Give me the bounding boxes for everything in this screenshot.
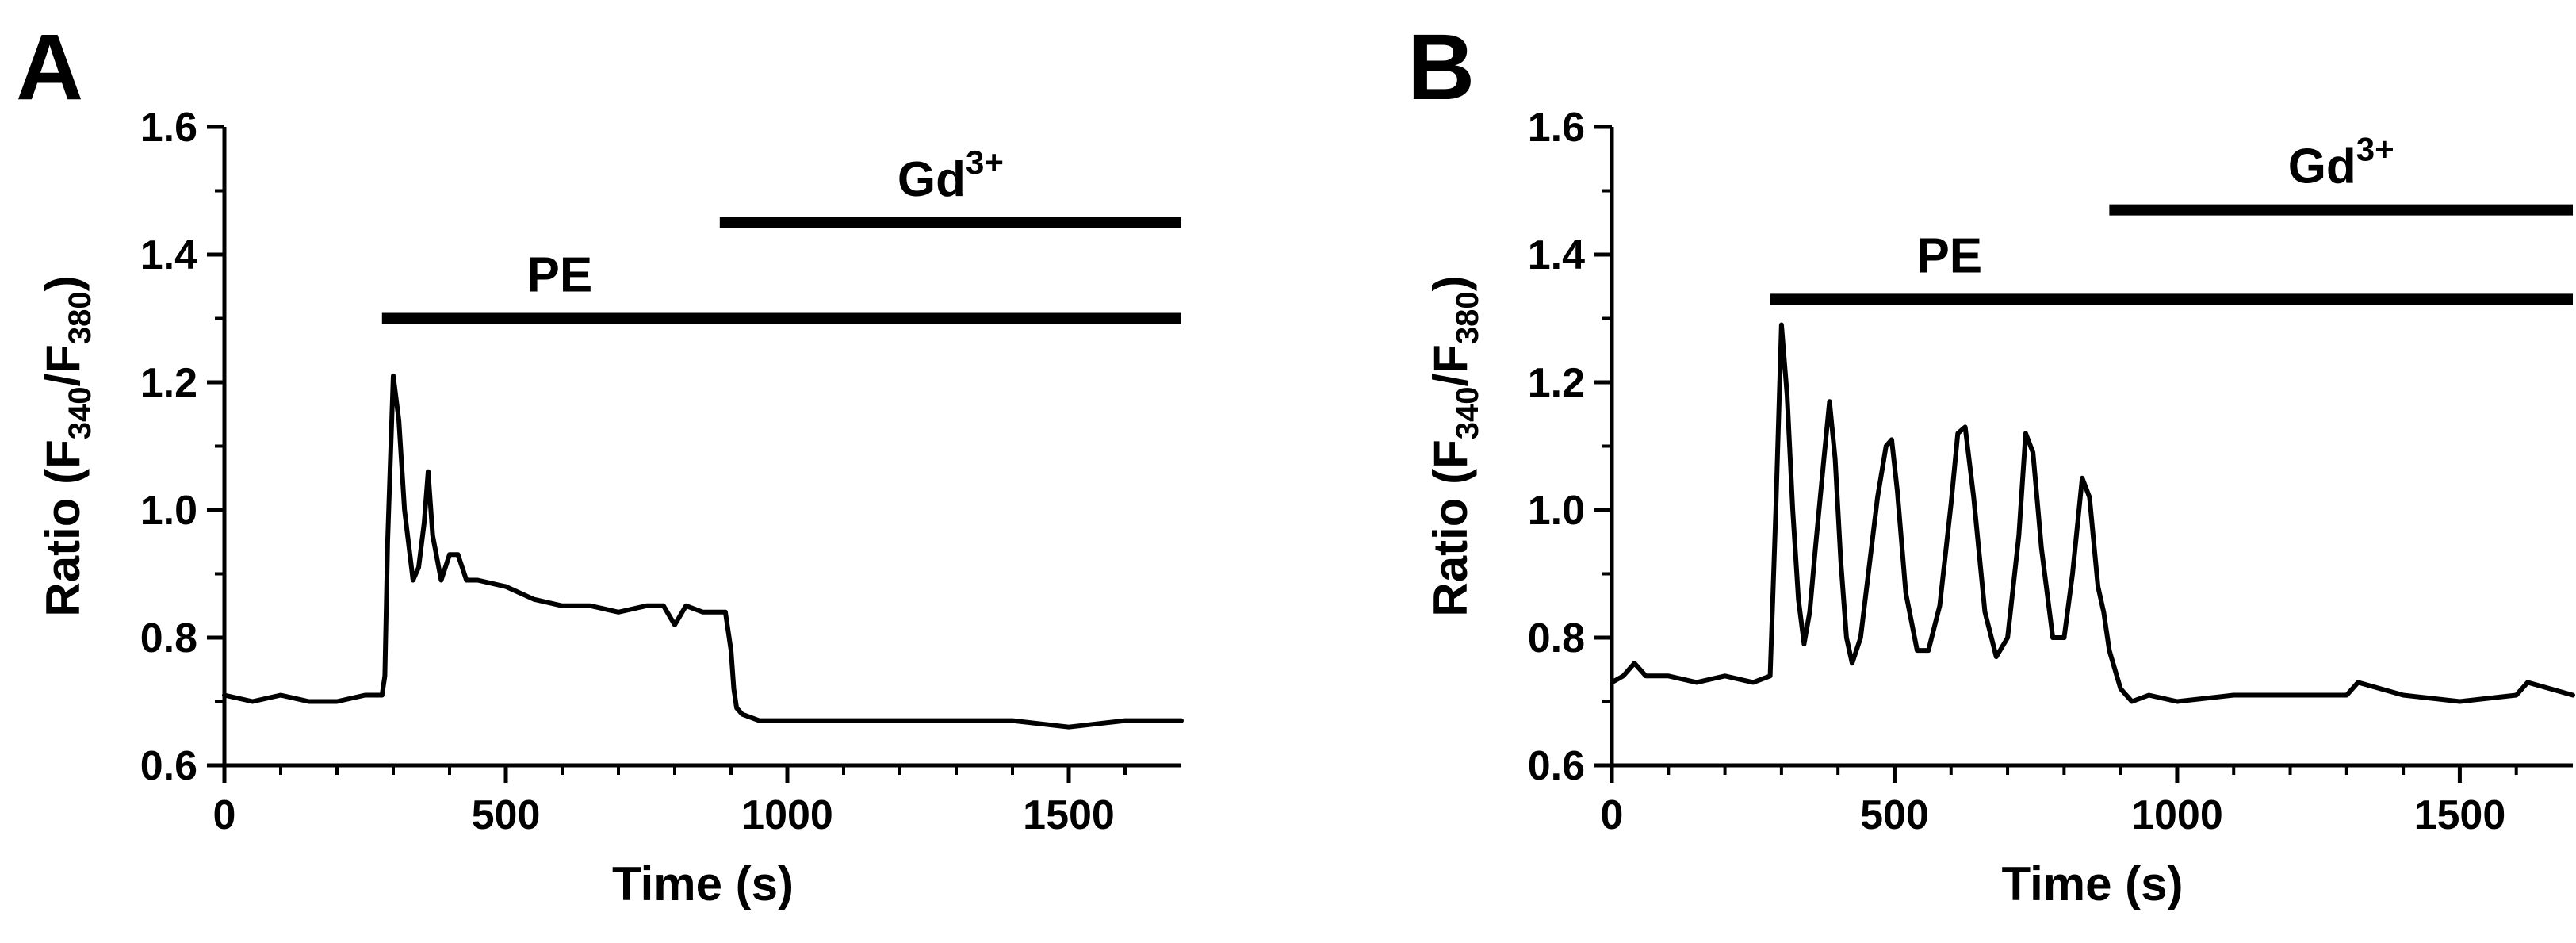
y-tick-label: 0.8 (140, 615, 197, 661)
y-tick-label: 1.6 (1528, 105, 1585, 151)
y-tick-label: 1.6 (140, 105, 197, 151)
treatment-label-gd: Gd3+ (2288, 131, 2394, 194)
treatment-label-gd: Gd3+ (898, 144, 1004, 207)
panel-b: B 0.6 0.8 1.0 1.2 1.4 1.6 0 500 1000 1500 Time (s) R… (1407, 15, 2575, 910)
calcium-trace (222, 373, 1184, 730)
calcium-trace (1610, 322, 2575, 704)
panel-letter: B (1407, 15, 1475, 120)
y-axis-title: Ratio (F340/F380) (36, 275, 98, 616)
y-tick-label: 1.4 (140, 232, 197, 278)
x-tick-label: 500 (472, 792, 541, 838)
y-tick-label: 0.8 (1528, 615, 1585, 661)
x-tick-label: 0 (213, 792, 236, 838)
y-axis-title: Ratio (F340/F380) (1424, 275, 1485, 616)
y-tick-label: 1.2 (1528, 360, 1585, 406)
x-tick-label: 1000 (2131, 792, 2223, 838)
y-tick-label: 1.0 (1528, 488, 1585, 534)
y-tick-label: 1.2 (140, 360, 197, 406)
x-axis-title: Time (s) (2002, 857, 2184, 910)
y-tick-label: 0.6 (140, 743, 197, 789)
panel-letter: A (16, 15, 83, 120)
x-tick-label: 1500 (1023, 792, 1115, 838)
treatment-label-pe: PE (1916, 228, 1982, 283)
y-tick-label: 1.4 (1528, 232, 1585, 278)
x-tick-label: 0 (1601, 792, 1624, 838)
treatment-label-pe: PE (527, 248, 593, 303)
x-tick-label: 500 (1860, 792, 1929, 838)
y-tick-label: 0.6 (1528, 743, 1585, 789)
x-tick-label: 1500 (2414, 792, 2506, 838)
y-tick-label: 1.0 (140, 488, 197, 534)
panel-a: A 0.6 0.8 1.0 1.2 1.4 1.6 0 500 1000 1500 Time (s) R… (16, 15, 1184, 910)
x-axis-title: Time (s) (612, 857, 794, 910)
x-tick-label: 1000 (741, 792, 833, 838)
